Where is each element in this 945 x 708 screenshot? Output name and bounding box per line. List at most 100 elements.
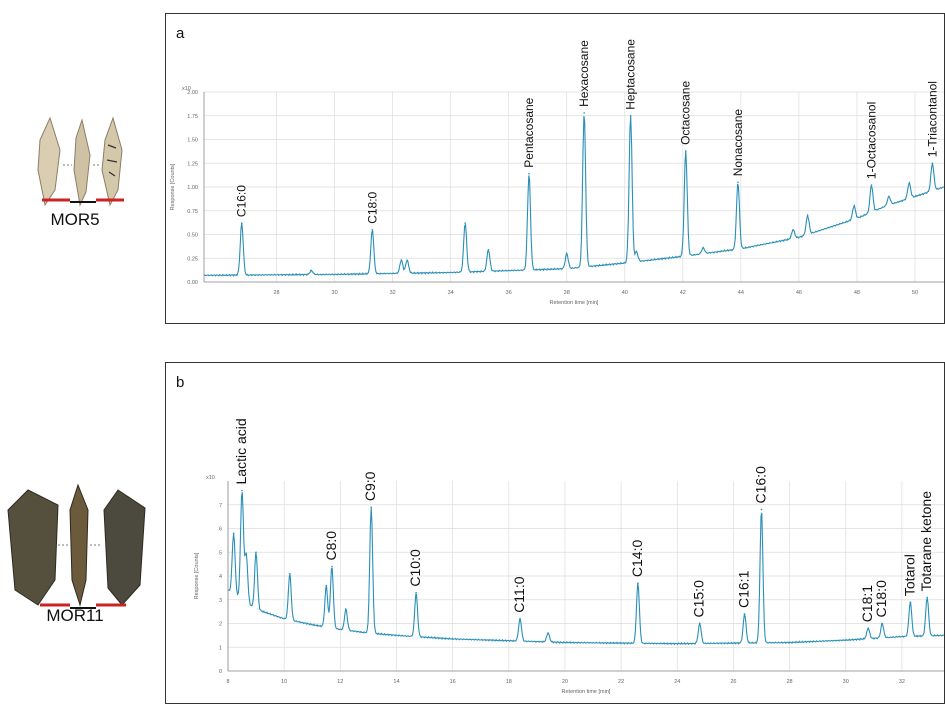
y-tick-label: 0.25	[187, 256, 198, 262]
y-tick-label: 0	[219, 669, 222, 675]
y-multiplier: x10	[182, 86, 191, 92]
x-tick-label: 10	[281, 679, 287, 685]
peak-marker	[370, 506, 372, 508]
peak-marker	[629, 114, 632, 117]
chart-panel-b: b 0 1 2 3 4 5 6 7 8 10 12 14 16 18 20 22 24 26 28 30 32 x10 Ret…	[165, 362, 945, 704]
peak-label: C10:0	[407, 549, 423, 587]
x-tick-label: 16	[450, 679, 456, 685]
specimen-mor11: MOR11	[0, 480, 150, 640]
peak-marker	[909, 601, 912, 603]
peak-marker	[760, 508, 763, 511]
peak-label: C14:0	[629, 540, 645, 578]
y-tick-label: 1.25	[187, 161, 198, 167]
peak-marker	[245, 553, 248, 556]
x-tick-label: 8	[226, 679, 229, 685]
x-tick-label: 46	[796, 290, 802, 296]
x-axis-label: Retention time [min]	[550, 300, 599, 306]
peak-marker	[400, 259, 403, 261]
peak-marker	[371, 228, 374, 231]
y-tick-label: 1	[219, 645, 222, 651]
peak-marker	[737, 181, 739, 184]
peak-marker	[519, 617, 521, 620]
y-tick-label: 0.00	[187, 280, 198, 286]
peak-label: C18:1	[859, 585, 875, 623]
peak-label: C16:1	[736, 570, 752, 608]
y-tick-label: 1.00	[187, 185, 198, 191]
peak-label: 1-Octacosanol	[865, 102, 879, 179]
y-axis-label: Response [Counts]	[194, 552, 200, 599]
x-tick-label: 14	[393, 679, 399, 685]
y-tick-label: 6	[219, 527, 222, 533]
peak-label: Hexacosane	[577, 40, 591, 107]
x-tick-label: 22	[618, 679, 624, 685]
chart-panel-a: a 0.00 0.25 0.50 0.75 1.00 1.25 1.50 1.75 2.00 28 3…	[165, 13, 945, 324]
x-tick-label: 26	[730, 679, 736, 685]
peak-marker	[310, 269, 313, 272]
peak-marker	[743, 613, 746, 615]
x-tick-label: 30	[332, 290, 338, 296]
y-tick-label: 0.50	[187, 233, 198, 239]
peak-label: Octacosane	[679, 81, 693, 145]
y-tick-label: 1.75	[187, 114, 198, 120]
peak-marker	[583, 112, 585, 114]
x-tick-label: 48	[854, 290, 860, 296]
peak-marker	[331, 565, 333, 568]
peak-marker	[870, 184, 873, 186]
peak-marker	[888, 195, 890, 198]
peak-label: C8:0	[323, 531, 339, 561]
peak-label: C18:0	[365, 191, 379, 223]
x-tick-label: 30	[843, 679, 849, 685]
peak-marker	[464, 222, 466, 224]
peak-marker	[345, 608, 347, 611]
specimen-mor5: MOR5	[0, 110, 150, 260]
peak-label: 1-Triacontanol	[925, 81, 939, 157]
peak-marker	[255, 551, 257, 554]
x-tick-label: 50	[912, 290, 918, 296]
y-axis-label: Response [Counts]	[170, 163, 176, 210]
peak-marker	[806, 214, 809, 217]
peak-label: C11:0	[511, 576, 527, 613]
peak-label: C16:0	[753, 466, 769, 504]
x-tick-label: 42	[680, 290, 686, 296]
peak-marker	[547, 632, 549, 634]
peak-marker	[698, 622, 701, 625]
y-tick-label: 4	[219, 574, 222, 580]
x-tick-label: 34	[448, 290, 454, 296]
peak-label: Totarane ketone	[918, 491, 934, 592]
peak-marker	[702, 247, 704, 249]
x-tick-label: 32	[390, 290, 396, 296]
peak-label: C9:0	[362, 471, 378, 501]
y-tick-label: 1.50	[187, 138, 198, 144]
peak-marker	[792, 228, 794, 231]
peak-label: Heptacosane	[624, 39, 638, 110]
y-tick-label: 3	[219, 598, 222, 604]
peak-marker	[881, 622, 884, 625]
peak-label: Pentacosane	[522, 97, 536, 167]
y-multiplier: x10	[206, 475, 215, 481]
y-tick-label: 7	[219, 503, 222, 509]
x-tick-label: 28	[273, 290, 279, 296]
peak-marker	[853, 205, 855, 207]
x-tick-label: 36	[506, 290, 512, 296]
x-tick-label: 18	[506, 679, 512, 685]
peak-marker	[241, 489, 243, 492]
peak-marker	[240, 222, 243, 224]
peak-marker	[684, 150, 687, 152]
y-tick-label: 2.00	[187, 90, 198, 96]
x-tick-label: 44	[738, 290, 744, 296]
chromatogram-a: a 0.00 0.25 0.50 0.75 1.00 1.25 1.50 1.75 2.00 28 3…	[170, 25, 945, 306]
chromatogram-trace	[228, 492, 945, 646]
y-tick-label: 0.75	[187, 209, 198, 215]
specimen-mor11-image	[7, 483, 146, 609]
y-tick-label: 5	[219, 550, 222, 556]
panel-letter: a	[176, 25, 185, 42]
peak-marker	[635, 250, 638, 253]
peak-marker	[908, 182, 910, 184]
peak-marker	[406, 259, 408, 261]
peak-marker	[637, 582, 639, 584]
peak-marker	[325, 584, 328, 587]
peak-label: C16:0	[235, 185, 249, 217]
x-tick-label: 28	[787, 679, 793, 685]
peak-marker	[528, 172, 530, 175]
